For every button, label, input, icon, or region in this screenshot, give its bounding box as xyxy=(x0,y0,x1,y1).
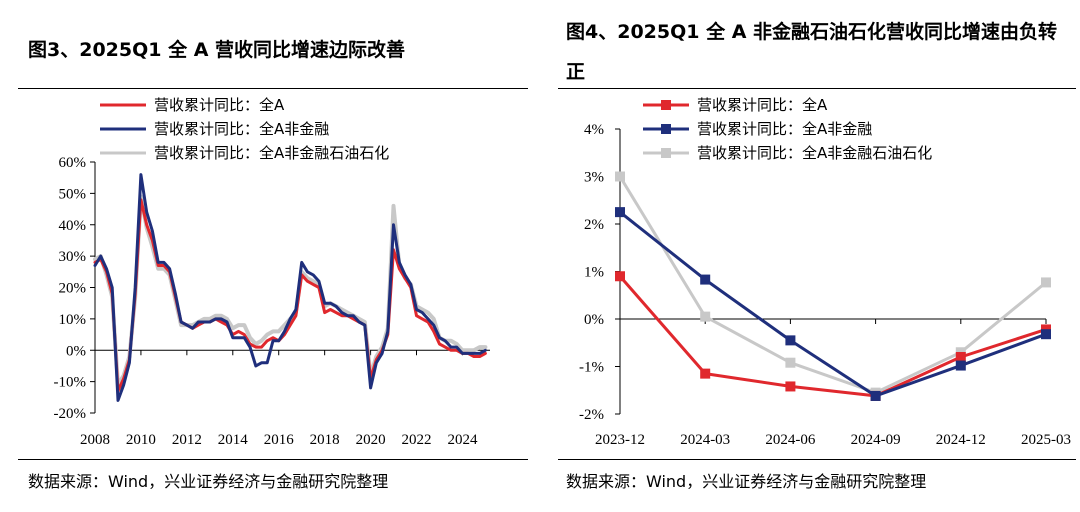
x-tick-label: 2020 xyxy=(356,432,386,448)
legend-label-all-a: 营收累计同比：全A xyxy=(154,96,285,114)
source-rule xyxy=(558,459,1076,460)
y-tick-label: 0% xyxy=(66,343,86,359)
x-tick-label: 2012 xyxy=(172,432,202,448)
data-point-non-financial-ex-petro xyxy=(785,357,796,368)
legend-marker-non-financial xyxy=(661,124,671,134)
chart-panel-right: 图4、2025Q1 全 A 非金融石油石化营收同比增速由负转正 4% 3% 2% 1%… xyxy=(548,0,1080,512)
x-tick-label: 2024-12 xyxy=(936,432,986,448)
source-note: 数据来源：Wind，兴业证券经济与金融研究院整理 xyxy=(28,472,389,491)
chart-title: 图3、2025Q1 全 A 营收同比增速边际改善 xyxy=(28,39,406,61)
x-tick-label: 2023-12 xyxy=(595,432,645,448)
x-tick-label: 2022 xyxy=(402,432,432,448)
data-point-all-a xyxy=(785,381,796,392)
legend-label-non-financial: 营收累计同比：全A非金融 xyxy=(697,120,872,138)
x-tick-label: 2024-09 xyxy=(851,432,901,448)
y-tick-label: 4% xyxy=(584,122,604,138)
y-tick-label: -2% xyxy=(579,407,604,423)
y-tick-label: 3% xyxy=(584,170,604,186)
line-chart-right: 4% 3% 2% 1% 0% -1% -2% 2023-12 2024-03 2024-06 202… xyxy=(579,96,1071,448)
data-point-non-financial-ex-petro xyxy=(1041,277,1051,288)
x-tick-label: 2010 xyxy=(126,432,156,448)
legend-label-non-financial-ex-petro: 营收累计同比：全A非金融石油石化 xyxy=(697,144,932,162)
series-line-all-a xyxy=(618,275,1047,398)
x-tick-label: 2025-03 xyxy=(1021,432,1071,448)
x-tick-label: 2008 xyxy=(80,432,110,448)
data-point-non-financial-ex-petro xyxy=(615,171,625,182)
chart-panel-left: 图3、2025Q1 全 A 营收同比增速边际改善 60% 50% 40% 30% 20%… xyxy=(0,0,530,512)
y-tick-label: -20% xyxy=(54,406,87,422)
legend-marker-non-financial-ex-petro xyxy=(661,148,671,158)
chart-title: 图4、2025Q1 全 A 非金融石油石化营收同比增速由负转正 xyxy=(566,21,1058,83)
x-tick-label: 2014 xyxy=(218,432,249,448)
title-rule xyxy=(558,88,1076,89)
data-point-non-financial-ex-petro xyxy=(700,311,711,322)
y-tick-label: 50% xyxy=(59,186,87,202)
series-line-non-financial xyxy=(93,173,487,402)
line-chart-left: 60% 50% 40% 30% 20% 10% 0% -10% -20% 2008 2010 2012… xyxy=(54,96,490,448)
x-tick-label: 2024-06 xyxy=(765,432,815,448)
data-point-non-financial xyxy=(870,390,881,401)
x-tick-label: 2016 xyxy=(264,432,295,448)
source-rule xyxy=(18,459,528,460)
source-note: 数据来源：Wind，兴业证券经济与金融研究院整理 xyxy=(566,472,927,491)
x-tick-label: 2018 xyxy=(310,432,340,448)
y-tick-label: 20% xyxy=(59,281,87,297)
y-tick-label: 10% xyxy=(59,312,87,328)
data-point-non-financial xyxy=(1041,329,1051,340)
y-tick-label: 60% xyxy=(59,155,87,171)
x-tick-label: 2024 xyxy=(447,432,478,448)
data-point-non-financial xyxy=(955,360,966,371)
legend-label-non-financial: 营收累计同比：全A非金融 xyxy=(154,120,329,138)
y-tick-label: -1% xyxy=(579,360,604,376)
series-line-non-financial-ex-petro xyxy=(93,194,488,387)
data-point-non-financial xyxy=(700,274,711,285)
y-tick-label: 40% xyxy=(59,218,87,234)
title-rule xyxy=(18,88,528,89)
y-tick-label: 2% xyxy=(584,217,604,233)
y-tick-label: 1% xyxy=(584,265,604,281)
y-tick-label: 30% xyxy=(59,249,87,265)
series-line-non-financial xyxy=(619,210,1047,398)
y-tick-label: 0% xyxy=(584,312,604,328)
series-line-non-financial-ex-petro xyxy=(618,175,1047,395)
data-point-non-financial xyxy=(615,207,625,218)
data-point-all-a xyxy=(955,352,966,362)
legend-marker-all-a xyxy=(661,100,671,110)
x-tick-label: 2024-03 xyxy=(680,432,730,448)
y-tick-label: -10% xyxy=(54,375,87,391)
series-line-all-a xyxy=(93,198,487,393)
legend-label-non-financial-ex-petro: 营收累计同比：全A非金融石油石化 xyxy=(154,144,389,162)
data-point-all-a xyxy=(615,271,625,282)
data-point-all-a xyxy=(700,368,711,379)
data-point-non-financial xyxy=(785,335,796,346)
legend-label-all-a: 营收累计同比：全A xyxy=(697,96,828,114)
